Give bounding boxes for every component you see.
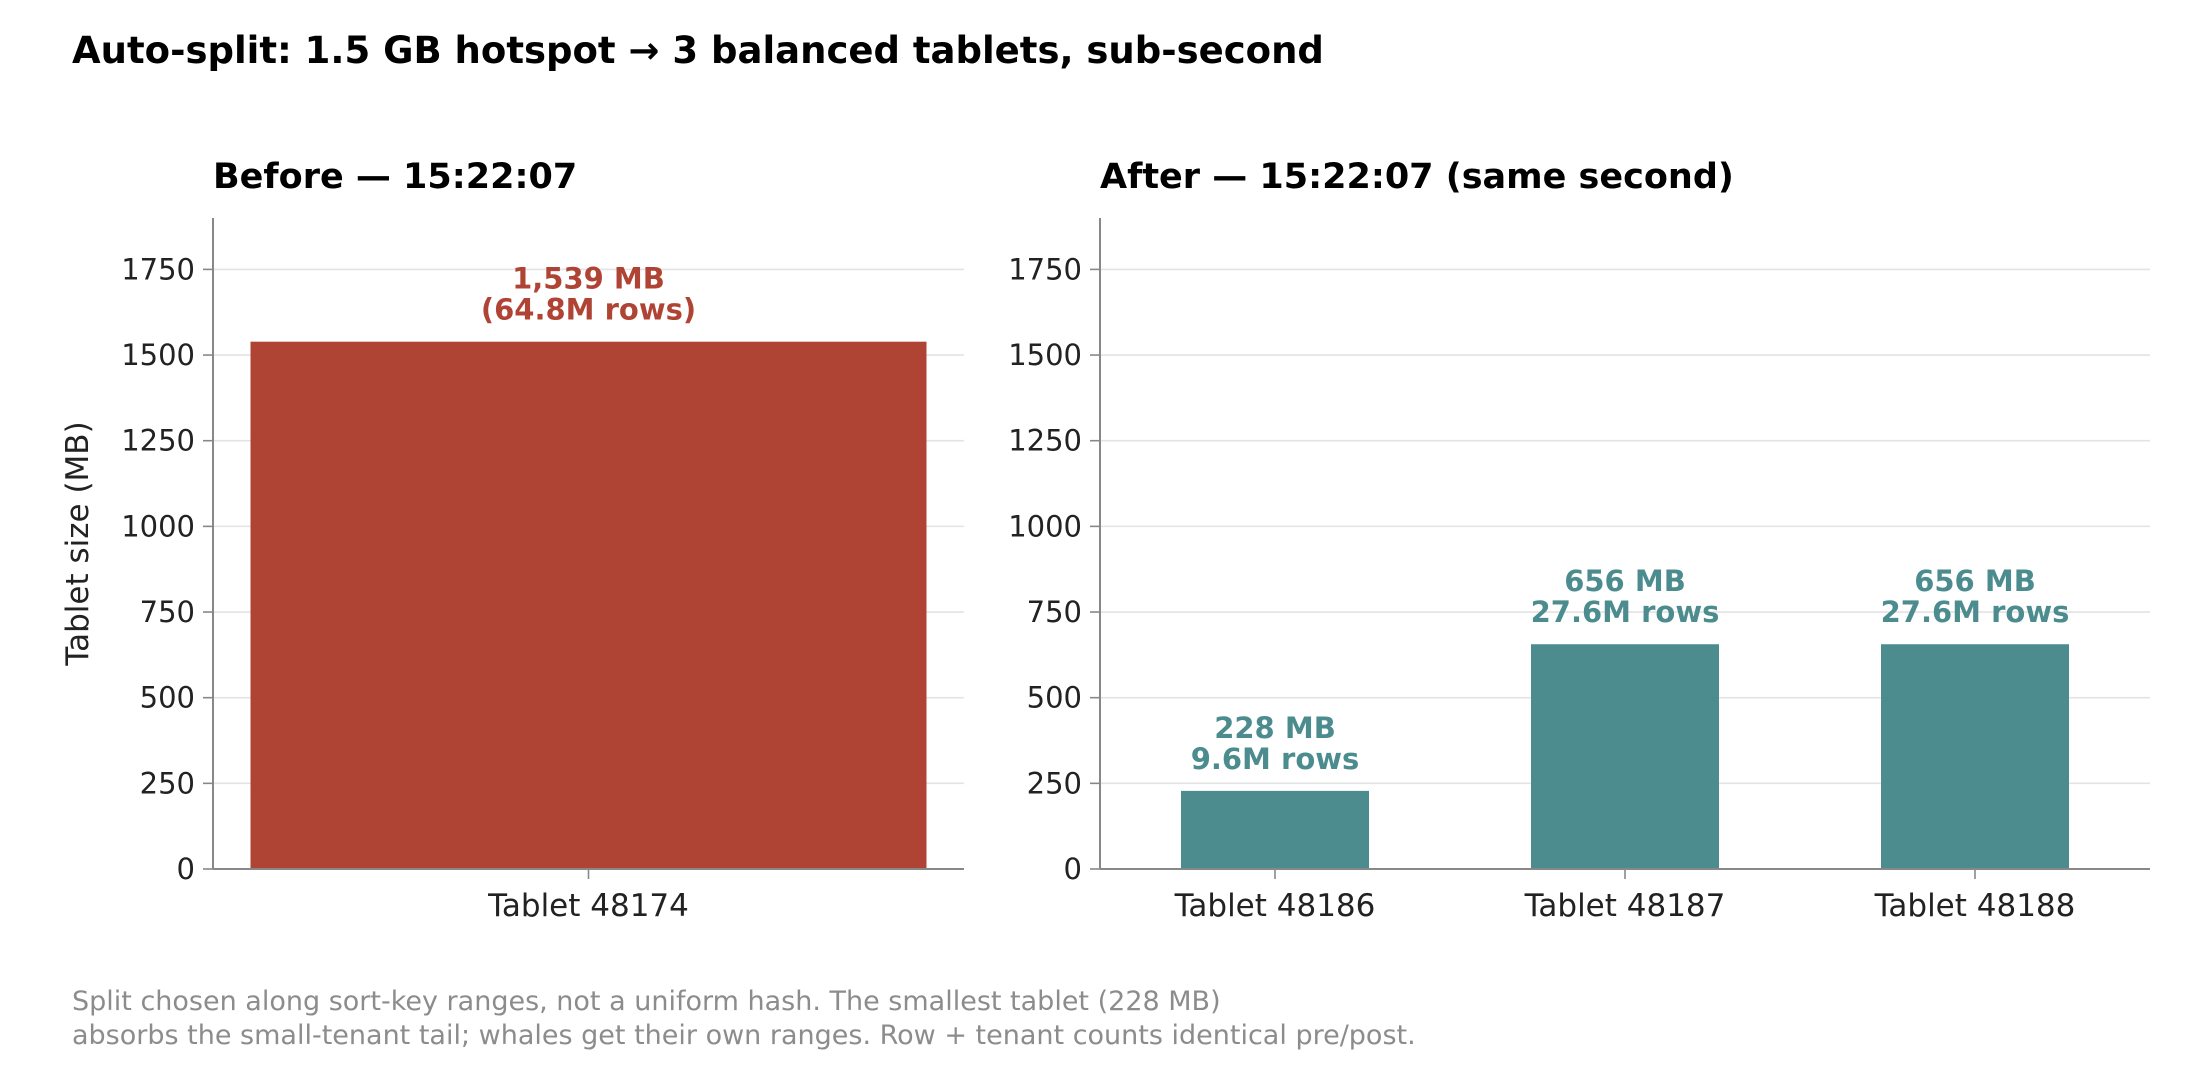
y-tick-label: 750 (1027, 595, 1082, 629)
y-tick-label: 500 (1027, 681, 1082, 715)
y-tick-label: 500 (140, 681, 195, 715)
figure-title: Auto-split: 1.5 GB hotspot → 3 balanced … (72, 29, 1324, 72)
y-tick-label: 0 (177, 852, 195, 886)
footnote-line-1: Split chosen along sort-key ranges, not … (72, 986, 1221, 1017)
data-label-line: 228 MB (1214, 711, 1336, 745)
bar (250, 341, 927, 869)
y-tick-label: 250 (1027, 766, 1082, 800)
y-tick-label: 250 (140, 766, 195, 800)
data-label: 656 MB 27.6M rows (1531, 564, 1720, 629)
data-label: 228 MB 9.6M rows (1191, 711, 1360, 776)
data-label-line: 27.6M rows (1881, 595, 2070, 629)
y-tick-label: 1750 (1008, 252, 1082, 286)
y-tick-label: 1250 (121, 424, 195, 458)
data-label-line: 9.6M rows (1191, 742, 1360, 776)
data-label-line: (64.8M rows) (481, 293, 696, 327)
x-tick-label: Tablet 48186 (1174, 888, 1376, 924)
panel-title: Before — 15:22:07 (213, 157, 577, 197)
y-tick-label: 750 (140, 595, 195, 629)
y-tick-label: 1000 (121, 509, 195, 543)
chart-panels: 0 250 500 750 1000 1250 1500 1750 1,539 MB (64.8M… (60, 157, 2150, 924)
x-tick-label: Tablet 48188 (1874, 888, 2076, 924)
x-tick-label: Tablet 48187 (1524, 888, 1726, 924)
footnote-line-2: absorbs the small-tenant tail; whales ge… (72, 1020, 1416, 1051)
x-tick-label: Tablet 48174 (487, 888, 689, 924)
data-label: 656 MB 27.6M rows (1881, 564, 2070, 629)
panel-before: 0 250 500 750 1000 1250 1500 1750 1,539 MB (64.8M… (60, 157, 964, 924)
y-tick-label: 1250 (1008, 424, 1082, 458)
panel-after: 0 250 500 750 1000 1250 1500 1750 228 MB 9.6M row… (1008, 157, 2150, 924)
y-tick-label: 1000 (1008, 509, 1082, 543)
y-tick-label: 1500 (121, 338, 195, 372)
y-axis-label: Tablet size (MB) (60, 421, 96, 666)
data-label-line: 656 MB (1914, 564, 2036, 598)
panel-title: After — 15:22:07 (same second) (1100, 157, 1734, 197)
bar (1181, 790, 1369, 869)
y-tick-label: 0 (1064, 852, 1082, 886)
y-tick-label: 1500 (1008, 338, 1082, 372)
data-label-line: 656 MB (1564, 564, 1686, 598)
data-label-line: 27.6M rows (1531, 595, 1720, 629)
bar (1881, 644, 2069, 869)
y-tick-label: 1750 (121, 252, 195, 286)
data-label: 1,539 MB (64.8M rows) (481, 262, 696, 327)
bar (1531, 644, 1719, 869)
footnote: Split chosen along sort-key ranges, not … (72, 986, 1416, 1051)
data-label-line: 1,539 MB (512, 262, 665, 296)
